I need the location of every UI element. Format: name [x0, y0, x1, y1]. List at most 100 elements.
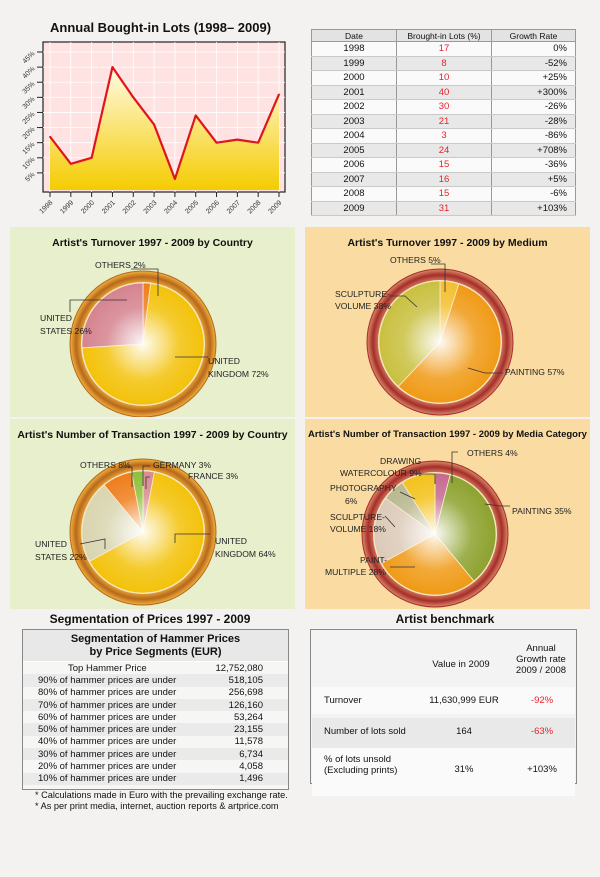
segment-label: 90% of hammer prices are under	[38, 674, 177, 686]
data-point	[236, 138, 239, 141]
benchmark-col-value: Value in 2009	[432, 659, 490, 670]
cell-date: 2004	[311, 128, 397, 144]
pie-leader-line	[467, 367, 503, 374]
data-point	[111, 66, 114, 68]
benchmark-label-line1: Number of lots sold	[324, 726, 406, 737]
benchmark-value: 31%	[454, 764, 474, 775]
data-point	[49, 135, 51, 138]
footnote: * Calculations made in Euro with the pre…	[35, 790, 288, 800]
header-lots: Brought-in Lots (%)	[396, 29, 492, 42]
cell-growth: +103%	[491, 200, 576, 216]
pie-leader-line	[174, 533, 210, 543]
table-row: 2008 15 -6%	[311, 186, 576, 202]
pie-leader-line	[415, 473, 436, 484]
data-point	[278, 93, 280, 96]
benchmark-col-growth-line1: Annual	[526, 643, 556, 654]
pie-label: UNITED	[35, 539, 67, 549]
pie-label: KINGDOM 72%	[208, 369, 269, 379]
cell-date: 1999	[311, 55, 397, 71]
segment-label: 20% of hammer prices are under	[38, 761, 177, 773]
pie-label: OTHERS 8%	[80, 460, 131, 470]
segment-row: Top Hammer Price 12,752,080	[23, 662, 288, 674]
pie-leader-line	[451, 451, 458, 483]
header-growth: Growth Rate	[491, 29, 576, 42]
segmentation-box-title-line1: Segmentation of Hammer Prices	[70, 633, 241, 645]
pie-chart-turnover-medium: PAINTING 57% SCULPTURE- VOLUME 38% OTHERS 5…	[335, 255, 565, 416]
pie-title: Artist's Turnover 1997 - 2009 by Medium	[347, 237, 548, 249]
pie-label: PAINTING 57%	[505, 367, 565, 377]
y-tick-label: 10%	[22, 156, 37, 171]
pie-leader-line	[484, 503, 510, 507]
y-tick-label: 45%	[22, 50, 37, 65]
y-tick-label: 30%	[22, 96, 37, 111]
benchmark-value: 11,630,999 EUR	[429, 695, 499, 706]
cell-growth: -86%	[491, 128, 576, 144]
cell-date: 2000	[311, 70, 397, 86]
table-row: 2002 30 -26%	[311, 99, 576, 115]
segmentation-table: Segmentation of Hammer Prices by Price S…	[22, 629, 289, 790]
segment-label: 10% of hammer prices are under	[38, 773, 177, 785]
pie-panel-turnover-medium: Artist's Turnover 1997 - 2009 by Medium …	[305, 227, 590, 417]
table-row: 2003 21 -28%	[311, 113, 576, 129]
cell-lots: 10	[396, 70, 492, 86]
pie-title: Artist's Turnover 1997 - 2009 by Country	[52, 237, 253, 249]
data-point	[215, 141, 218, 144]
segment-label: 50% of hammer prices are under	[38, 724, 177, 736]
segment-value: 12,752,080	[215, 662, 263, 674]
table-row: 2007 16 +5%	[311, 171, 576, 187]
pie-label: KINGDOM 64%	[215, 549, 276, 559]
cell-lots: 17	[396, 41, 492, 57]
segment-row: 30% of hammer prices are under 6,734	[23, 748, 288, 761]
x-tick-label: 2006	[205, 199, 221, 215]
benchmark-value: 164	[456, 726, 472, 737]
cell-growth: -28%	[491, 113, 576, 129]
pie-label: STATES 22%	[35, 552, 87, 562]
x-tick-label: 2001	[101, 199, 117, 215]
pie-leader-line	[399, 491, 416, 500]
table-row: 2005 24 +708%	[311, 142, 576, 158]
pie-chart-transactions-media: PAINTING 35% PAINT- MULTIPLE 28% SCULPTURE-…	[325, 448, 572, 608]
segment-label: 60% of hammer prices are under	[38, 711, 177, 723]
pie-leader-line	[384, 515, 396, 528]
segment-row: 20% of hammer prices are under 4,058	[23, 760, 288, 772]
pie-label: SCULPTURE-	[335, 289, 390, 299]
segment-row: 50% of hammer prices are under 23,155	[23, 723, 288, 736]
segment-row: 90% of hammer prices are under 518,105	[23, 674, 288, 687]
pie-label: SCULPTURE-	[330, 512, 385, 522]
table-row: 2006 15 -36%	[311, 157, 576, 173]
benchmark-label: Turnover	[324, 695, 362, 706]
segment-row: 10% of hammer prices are under 1,496	[23, 772, 288, 785]
table-row: 1998 17 0%	[311, 41, 576, 57]
pie-panel-transactions-media: Artist's Number of Transaction 1997 - 20…	[305, 419, 590, 609]
cell-date: 2007	[311, 171, 397, 187]
segment-value: 53,264	[233, 711, 263, 723]
table-row: 2000 10 +25%	[311, 70, 576, 86]
cell-date: 2002	[311, 99, 397, 115]
cell-date: 1998	[311, 41, 397, 57]
data-point	[257, 141, 259, 144]
cell-growth: -26%	[491, 99, 576, 115]
pie-label: FRANCE 3%	[188, 471, 238, 481]
x-tick-label: 2005	[184, 199, 200, 215]
benchmark-row: Number of lots sold 164 -63%	[312, 718, 575, 748]
cell-date: 2001	[311, 84, 397, 100]
cell-lots: 3	[396, 128, 492, 144]
cell-lots: 15	[396, 157, 492, 173]
cell-lots: 16	[396, 171, 492, 187]
segment-value: 1,496	[239, 773, 263, 785]
x-tick-label: 2003	[143, 199, 159, 215]
pie-title: Artist's Number of Transaction 1997 - 20…	[17, 429, 288, 441]
pie-label: PHOTOGRAPHY	[330, 483, 397, 493]
data-point	[194, 114, 197, 117]
segment-value: 11,578	[234, 736, 263, 748]
data-point	[70, 163, 72, 165]
cell-lots: 40	[396, 84, 492, 100]
pie-leader-line	[431, 263, 446, 292]
segment-label: 80% of hammer prices are under	[38, 687, 177, 699]
pie-leader-line	[145, 476, 150, 489]
x-tick-label: 1998	[38, 199, 54, 215]
benchmark-label-line1: % of lots unsold	[324, 754, 392, 765]
series-line	[49, 66, 281, 181]
segment-label: 30% of hammer prices are under	[38, 748, 177, 760]
segment-row: 40% of hammer prices are under 11,578	[23, 736, 288, 748]
